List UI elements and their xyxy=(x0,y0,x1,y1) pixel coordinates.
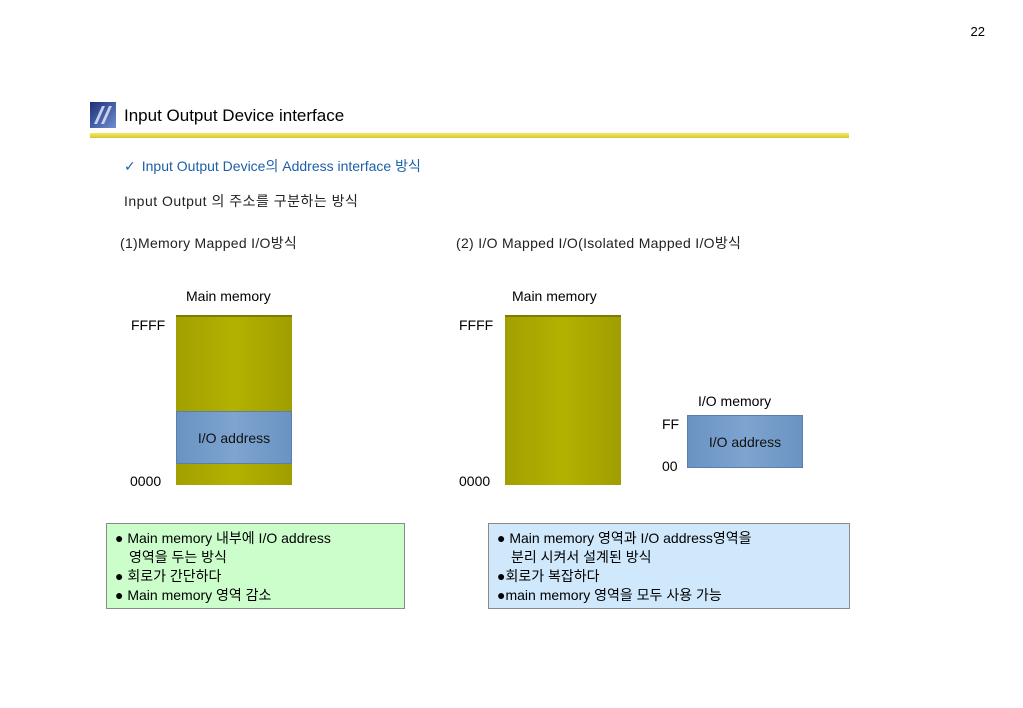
section-heading: ✓ Input Output Device의 Address interface … xyxy=(124,156,421,176)
left-top-address: FFFF xyxy=(131,317,166,333)
io-memory-label: I/O memory xyxy=(698,393,772,409)
left-notes-box: ● Main memory 내부에 I/O address 영역을 두는 방식 … xyxy=(106,523,405,609)
left-bottom-address: 0000 xyxy=(130,473,162,489)
right-io-address-label: I/O address xyxy=(708,433,782,450)
left-io-address-label: I/O address xyxy=(197,429,271,446)
right-note-line: ● Main memory 영역과 I/O address영역을 xyxy=(497,530,752,546)
section-heading-text: Input Output Device의 Address interface 방… xyxy=(141,158,421,174)
left-note-line: ● Main memory 영역 감소 xyxy=(115,587,272,603)
checkmark-icon: ✓ xyxy=(124,158,136,174)
page-title: Input Output Device interface xyxy=(124,106,345,125)
right-note-line: 분리 시켜서 설계된 방식 xyxy=(511,549,652,565)
title-logo-icon xyxy=(90,102,116,128)
io-bottom-address: 00 xyxy=(662,458,678,474)
right-notes-box: ● Main memory 영역과 I/O address영역을 분리 시켜서 … xyxy=(488,523,850,609)
right-note-line: ●main memory 영역을 모두 사용 가능 xyxy=(497,587,722,603)
description-text: Input Output 의 주소를 구분하는 방식 xyxy=(124,193,359,209)
page-number: 22 xyxy=(970,24,985,39)
right-note-line: ●회로가 복잡하다 xyxy=(497,568,600,584)
right-main-memory-block xyxy=(505,315,621,485)
title-underline xyxy=(90,133,849,138)
left-note-line: ● Main memory 내부에 I/O address xyxy=(115,530,331,546)
right-top-address: FFFF xyxy=(459,317,494,333)
left-main-memory-label: Main memory xyxy=(186,288,271,304)
left-diagram-caption: (1)Memory Mapped I/O방식 xyxy=(120,235,298,251)
left-note-line: ● 회로가 간단하다 xyxy=(115,568,222,584)
io-top-address: FF xyxy=(662,416,680,432)
right-main-memory-label: Main memory xyxy=(512,288,597,304)
left-io-address-block: I/O address xyxy=(176,411,292,464)
left-note-line: 영역을 두는 방식 xyxy=(129,549,227,565)
right-bottom-address: 0000 xyxy=(459,473,491,489)
right-diagram-caption: (2) I/O Mapped I/O(Isolated Mapped I/O방식 xyxy=(456,235,742,251)
right-io-address-block: I/O address xyxy=(687,415,803,468)
